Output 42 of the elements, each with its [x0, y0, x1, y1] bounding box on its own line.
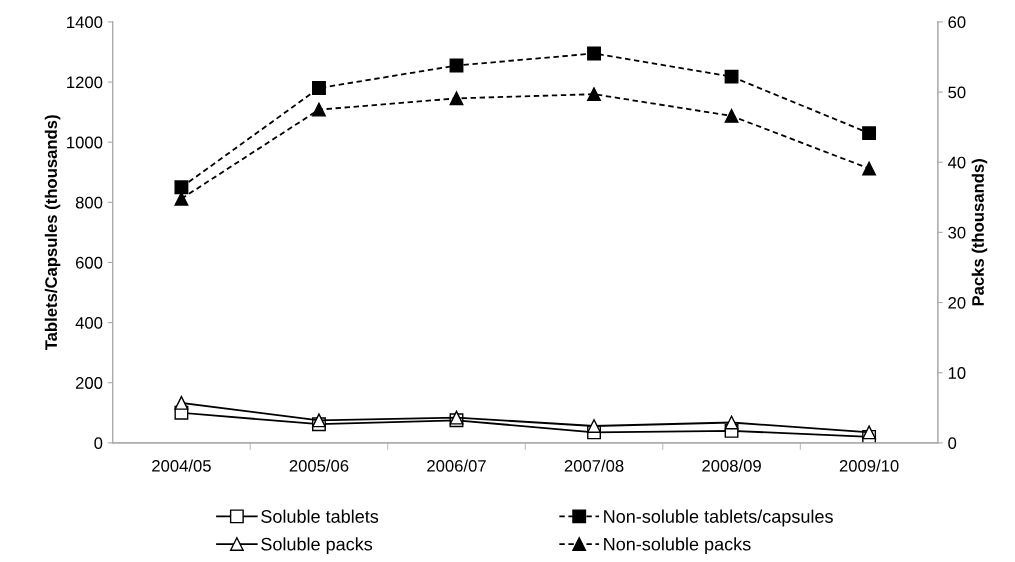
- y-tick-label: 800: [75, 196, 103, 209]
- y-tick-label: 200: [75, 377, 103, 389]
- point: [312, 413, 326, 428]
- y-tick-label: 1200: [67, 76, 103, 89]
- y2-tick-label: 20: [948, 296, 966, 309]
- point: [587, 419, 601, 433]
- point: [174, 395, 189, 410]
- y2-tick-label: 0: [948, 437, 957, 450]
- point: [587, 46, 601, 61]
- y2-tick-label: 60: [948, 16, 966, 29]
- point: [449, 91, 464, 106]
- x-tick-label: 2006/07: [427, 459, 486, 472]
- point: [587, 87, 601, 102]
- point: [312, 102, 326, 117]
- y-tick-label: 0: [94, 437, 103, 450]
- point: [862, 161, 877, 176]
- x-tick-label: 2004/05: [152, 459, 211, 472]
- y-tick-label: 1400: [67, 16, 103, 29]
- y2-tick-label: 10: [948, 367, 966, 379]
- legend-label: Soluble packs: [261, 537, 373, 555]
- y-tick-label: 600: [75, 256, 103, 269]
- point: [174, 180, 189, 195]
- point: [724, 415, 739, 430]
- point: [724, 108, 739, 123]
- y-axis-title: Tablets/Capsules (thousands): [44, 115, 61, 351]
- x-tick-label: 2008/09: [702, 459, 761, 472]
- point: [862, 425, 877, 440]
- y-tick-label: 400: [75, 316, 103, 329]
- legend-label: Non-soluble packs: [604, 537, 751, 555]
- y2-axis-title: Packs (thousands): [971, 159, 988, 306]
- point: [862, 126, 877, 141]
- legend-label: Non-soluble tablets/capsules: [604, 509, 833, 527]
- y2-tick-label: 40: [947, 156, 966, 169]
- legend-label: Soluble tablets: [261, 509, 379, 523]
- point: [312, 81, 326, 96]
- x-tick-label: 2009/10: [839, 459, 899, 472]
- y2-tick-label: 50: [948, 86, 966, 99]
- x-tick-label: 2007/08: [564, 459, 624, 472]
- y2-tick-label: 30: [948, 226, 966, 239]
- point: [724, 69, 739, 84]
- y-tick-label: 1000: [67, 136, 103, 149]
- x-tick-label: 2005/06: [289, 459, 349, 472]
